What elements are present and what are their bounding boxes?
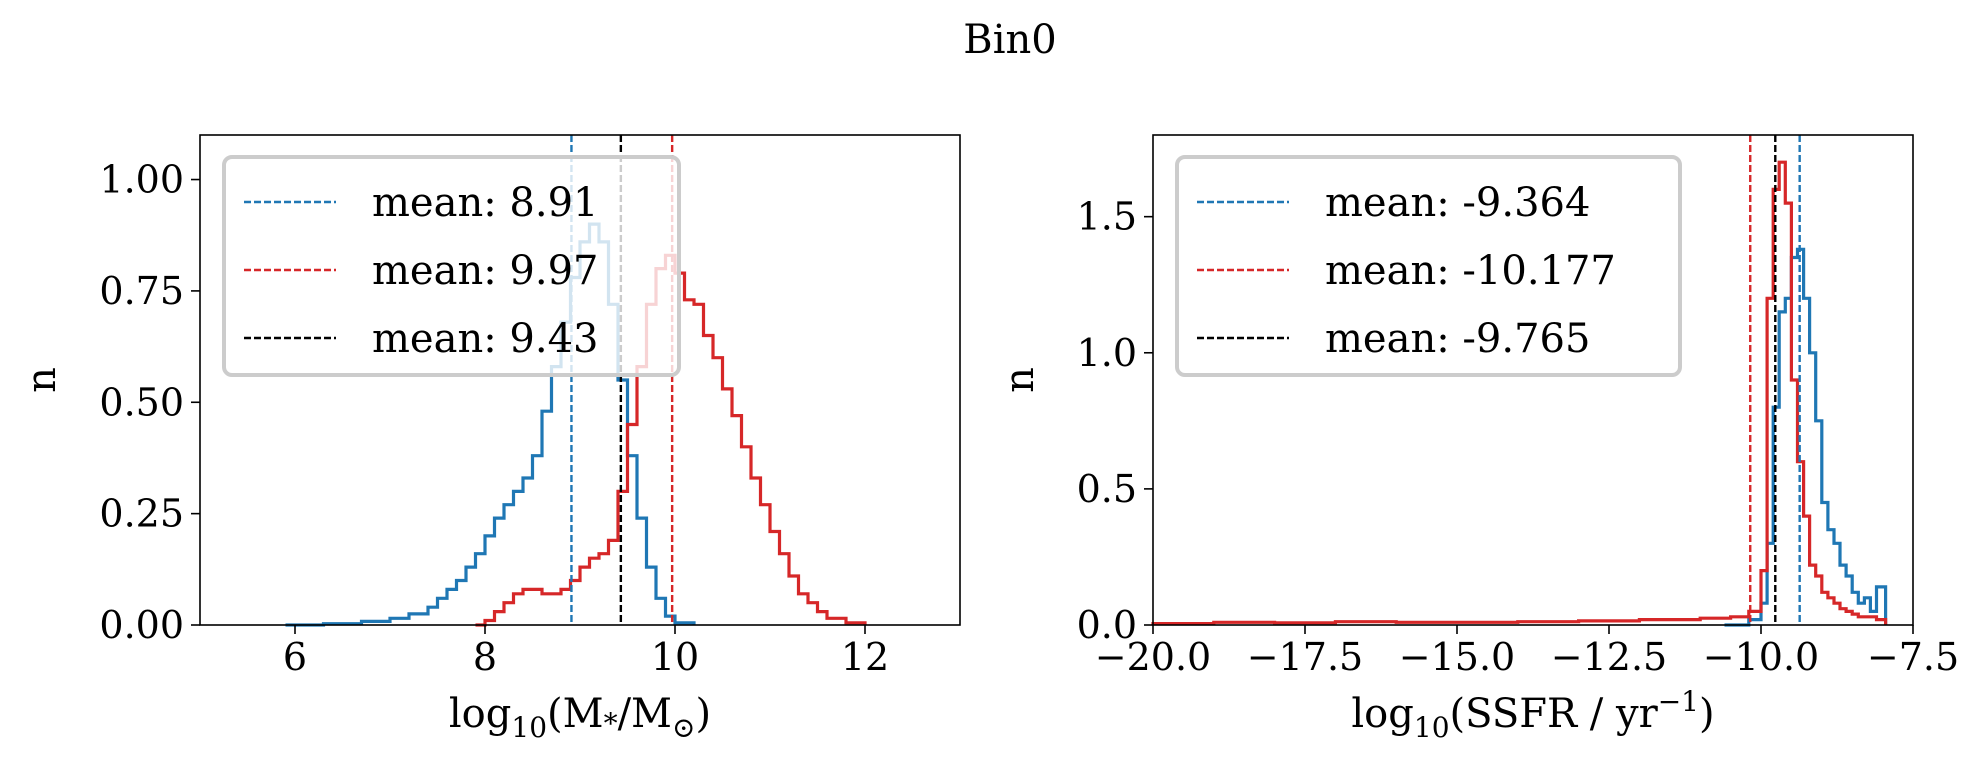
right-chart-panel: −20.0 −17.5 −15.0 −12.5 −10.0 −7.5 0.0 0.5 1.0 1.…: [997, 134, 1959, 744]
legend-box: [1175, 155, 1682, 377]
x-tick-label-5: −7.5: [1867, 635, 1959, 679]
x-tick-label-0: −20.0: [1095, 635, 1211, 679]
legend-label-2: mean: -9.765: [1325, 316, 1590, 362]
x-tick-label-2: 10: [651, 635, 699, 679]
x-tick-label-0: 6: [283, 635, 307, 679]
x-tick-label-3: −12.5: [1551, 635, 1667, 679]
histogram-series-0: [285, 222, 696, 627]
y-axis-label: n: [19, 367, 65, 393]
legend-label-1: mean: -10.177: [1325, 248, 1616, 294]
axes-frame: [1152, 134, 1914, 626]
legend-label-1: mean: 9.97: [372, 248, 598, 294]
legend-label-0: mean: 8.91: [372, 180, 598, 226]
x-axis-label: log10(M*/M⊙): [449, 691, 711, 744]
axes-frame: [199, 134, 961, 626]
histogram-series-1: [1151, 160, 1888, 626]
y-tick-label-2: 1.0: [1077, 331, 1137, 375]
figure-title: Bin0: [963, 17, 1056, 63]
y-tick-label-1: 0.25: [99, 492, 184, 536]
legend-label-0: mean: -9.364: [1325, 180, 1590, 226]
histogram-series-0: [1724, 247, 1888, 627]
legend-label-2: mean: 9.43: [372, 316, 598, 362]
y-axis-label: n: [997, 367, 1043, 393]
x-tick-label-1: 8: [473, 635, 497, 679]
y-tick-label-3: 0.75: [99, 269, 184, 313]
x-tick-label-2: −15.0: [1399, 635, 1515, 679]
y-tick-label-3: 1.5: [1077, 195, 1137, 239]
x-tick-label-3: 12: [841, 635, 889, 679]
x-axis-label: log10(SSFR / yr−1): [1351, 685, 1714, 744]
legend-box: [222, 155, 681, 377]
x-tick-label-1: −17.5: [1247, 635, 1363, 679]
y-tick-label-4: 1.00: [99, 158, 184, 202]
y-tick-label-2: 0.50: [99, 380, 184, 424]
y-tick-label-0: 0.0: [1077, 603, 1137, 647]
x-tick-label-4: −10.0: [1703, 635, 1819, 679]
y-tick-label-1: 0.5: [1077, 467, 1137, 511]
left-chart-panel: 6 8 10 12 0.00 0.25 0.50 0.75 1.00 n log10(M*/M⊙) m…: [19, 134, 961, 744]
y-tick-label-0: 0.00: [99, 603, 184, 647]
